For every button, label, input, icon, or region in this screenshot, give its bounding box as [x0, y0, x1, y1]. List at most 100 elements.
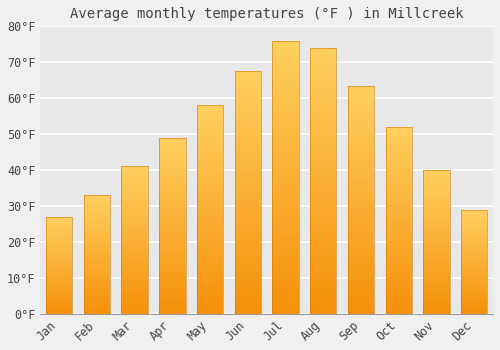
Bar: [197, 162, 224, 164]
Bar: [234, 210, 261, 212]
Bar: [424, 179, 450, 180]
Bar: [46, 254, 72, 255]
Bar: [46, 290, 72, 292]
Bar: [159, 243, 186, 245]
Bar: [159, 286, 186, 287]
Bar: [122, 219, 148, 221]
Bar: [348, 102, 374, 104]
Bar: [84, 232, 110, 233]
Bar: [234, 226, 261, 229]
Bar: [348, 86, 374, 314]
Bar: [272, 281, 299, 284]
Bar: [122, 197, 148, 199]
Bar: [234, 205, 261, 207]
Bar: [424, 300, 450, 301]
Bar: [310, 309, 336, 311]
Bar: [84, 269, 110, 270]
Bar: [310, 223, 336, 226]
Bar: [272, 254, 299, 257]
Bar: [310, 109, 336, 112]
Bar: [46, 259, 72, 260]
Bar: [424, 251, 450, 252]
Bar: [46, 303, 72, 304]
Bar: [84, 247, 110, 248]
Bar: [424, 170, 450, 172]
Bar: [461, 244, 487, 245]
Bar: [159, 272, 186, 273]
Bar: [310, 75, 336, 77]
Bar: [461, 292, 487, 293]
Bar: [46, 312, 72, 313]
Bar: [461, 213, 487, 214]
Bar: [122, 203, 148, 205]
Bar: [159, 266, 186, 268]
Bar: [272, 51, 299, 54]
Bar: [122, 223, 148, 224]
Bar: [424, 240, 450, 242]
Bar: [159, 259, 186, 261]
Bar: [46, 289, 72, 290]
Bar: [197, 208, 224, 210]
Bar: [122, 261, 148, 262]
Bar: [46, 277, 72, 278]
Bar: [234, 146, 261, 149]
Bar: [272, 213, 299, 216]
Bar: [84, 277, 110, 278]
Bar: [424, 297, 450, 298]
Bar: [159, 229, 186, 231]
Bar: [159, 138, 186, 140]
Bar: [46, 309, 72, 310]
Bar: [46, 300, 72, 301]
Bar: [197, 232, 224, 234]
Bar: [272, 104, 299, 106]
Bar: [46, 219, 72, 220]
Bar: [159, 252, 186, 254]
Bar: [386, 267, 412, 269]
Bar: [159, 164, 186, 166]
Bar: [122, 199, 148, 201]
Bar: [461, 311, 487, 312]
Bar: [424, 187, 450, 189]
Bar: [348, 259, 374, 261]
Bar: [84, 275, 110, 276]
Bar: [46, 262, 72, 264]
Bar: [84, 288, 110, 289]
Title: Average monthly temperatures (°F ) in Millcreek: Average monthly temperatures (°F ) in Mi…: [70, 7, 464, 21]
Bar: [272, 57, 299, 60]
Bar: [197, 182, 224, 184]
Bar: [348, 296, 374, 298]
Bar: [310, 162, 336, 165]
Bar: [310, 274, 336, 276]
Bar: [461, 257, 487, 258]
Bar: [197, 310, 224, 312]
Bar: [272, 87, 299, 90]
Bar: [386, 278, 412, 280]
Bar: [424, 261, 450, 262]
Bar: [272, 303, 299, 306]
Bar: [46, 242, 72, 243]
Bar: [386, 168, 412, 170]
Bar: [84, 202, 110, 204]
Bar: [122, 299, 148, 301]
Bar: [424, 289, 450, 291]
Bar: [84, 217, 110, 218]
Bar: [197, 195, 224, 197]
Bar: [386, 127, 412, 314]
Bar: [159, 222, 186, 224]
Bar: [197, 139, 224, 141]
Bar: [386, 237, 412, 239]
Bar: [197, 181, 224, 182]
Bar: [159, 178, 186, 180]
Bar: [272, 205, 299, 207]
Bar: [234, 156, 261, 159]
Bar: [348, 305, 374, 307]
Bar: [310, 170, 336, 173]
Bar: [84, 254, 110, 256]
Bar: [386, 248, 412, 250]
Bar: [197, 287, 224, 289]
Bar: [84, 237, 110, 238]
Bar: [424, 302, 450, 304]
Bar: [461, 297, 487, 298]
Bar: [197, 193, 224, 195]
Bar: [197, 136, 224, 139]
